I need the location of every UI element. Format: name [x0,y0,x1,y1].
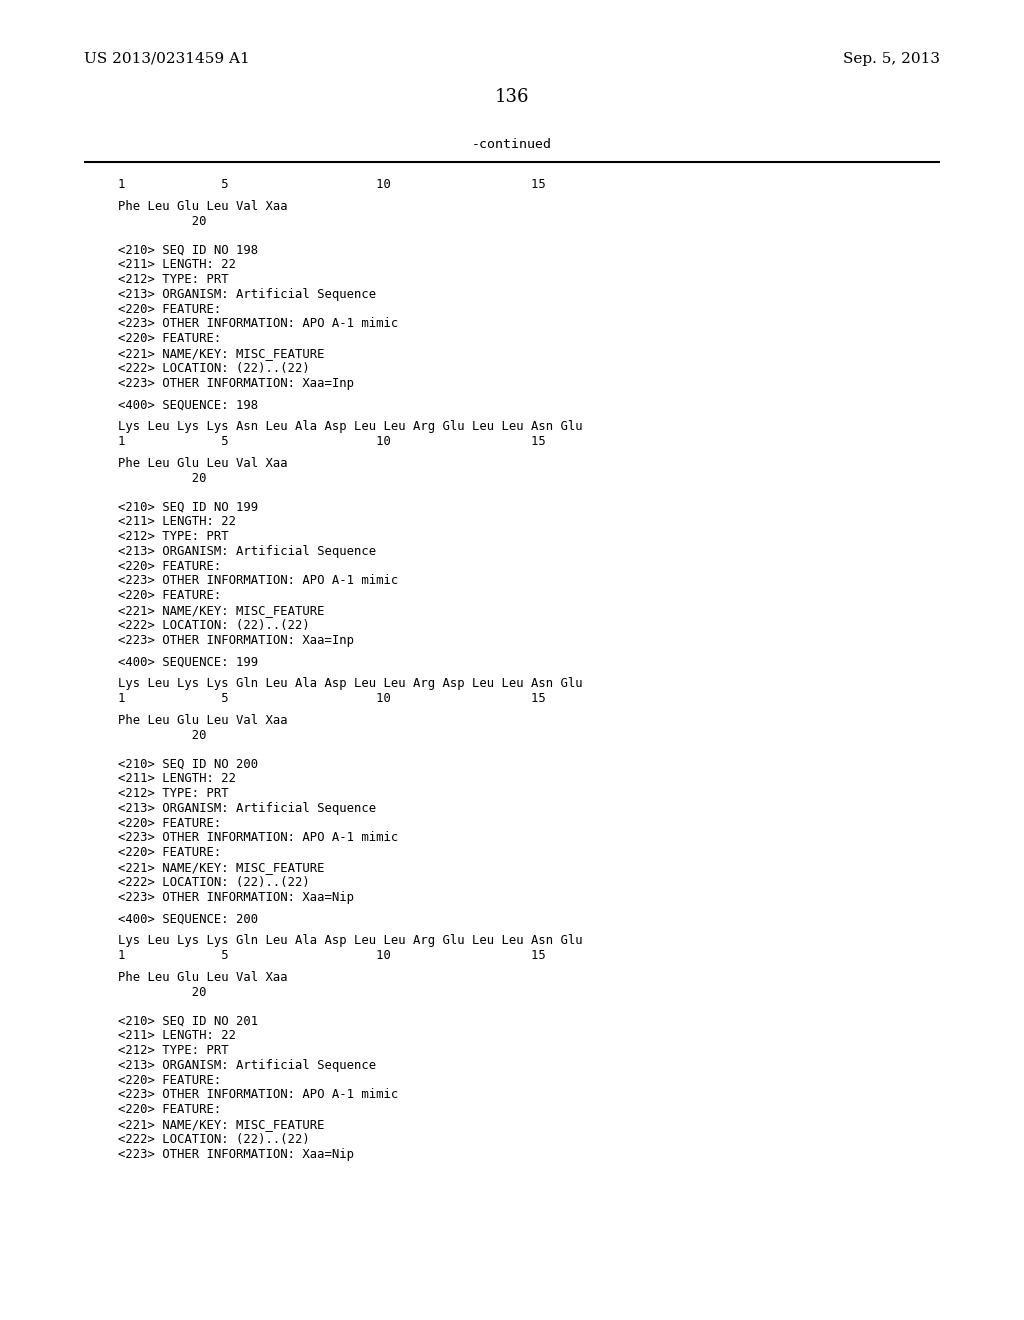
Text: <222> LOCATION: (22)..(22): <222> LOCATION: (22)..(22) [118,875,309,888]
Text: Phe Leu Glu Leu Val Xaa: Phe Leu Glu Leu Val Xaa [118,457,288,470]
Text: <211> LENGTH: 22: <211> LENGTH: 22 [118,772,236,785]
Text: <210> SEQ ID NO 199: <210> SEQ ID NO 199 [118,500,258,513]
Text: <210> SEQ ID NO 201: <210> SEQ ID NO 201 [118,1014,258,1027]
Text: <400> SEQUENCE: 200: <400> SEQUENCE: 200 [118,912,258,925]
Text: <212> TYPE: PRT: <212> TYPE: PRT [118,787,228,800]
Text: <221> NAME/KEY: MISC_FEATURE: <221> NAME/KEY: MISC_FEATURE [118,861,325,874]
Text: <213> ORGANISM: Artificial Sequence: <213> ORGANISM: Artificial Sequence [118,288,376,301]
Text: <222> LOCATION: (22)..(22): <222> LOCATION: (22)..(22) [118,619,309,632]
Text: Phe Leu Glu Leu Val Xaa: Phe Leu Glu Leu Val Xaa [118,714,288,727]
Text: <220> FEATURE:: <220> FEATURE: [118,1073,221,1086]
Text: -continued: -continued [472,139,552,150]
Text: 20: 20 [118,215,207,227]
Text: <221> NAME/KEY: MISC_FEATURE: <221> NAME/KEY: MISC_FEATURE [118,605,325,616]
Text: <220> FEATURE:: <220> FEATURE: [118,560,221,573]
Text: <213> ORGANISM: Artificial Sequence: <213> ORGANISM: Artificial Sequence [118,545,376,558]
Text: <211> LENGTH: 22: <211> LENGTH: 22 [118,515,236,528]
Text: 1             5                    10                   15: 1 5 10 15 [118,692,546,705]
Text: <212> TYPE: PRT: <212> TYPE: PRT [118,531,228,543]
Text: 20: 20 [118,471,207,484]
Text: <223> OTHER INFORMATION: APO A-1 mimic: <223> OTHER INFORMATION: APO A-1 mimic [118,574,398,587]
Text: <223> OTHER INFORMATION: Xaa=Inp: <223> OTHER INFORMATION: Xaa=Inp [118,634,354,647]
Text: <400> SEQUENCE: 199: <400> SEQUENCE: 199 [118,656,258,668]
Text: Lys Leu Lys Lys Asn Leu Ala Asp Leu Leu Arg Glu Leu Leu Asn Glu: Lys Leu Lys Lys Asn Leu Ala Asp Leu Leu … [118,420,583,433]
Text: <220> FEATURE:: <220> FEATURE: [118,589,221,602]
Text: <220> FEATURE:: <220> FEATURE: [118,817,221,829]
Text: Sep. 5, 2013: Sep. 5, 2013 [843,51,940,66]
Text: Lys Leu Lys Lys Gln Leu Ala Asp Leu Leu Arg Asp Leu Leu Asn Glu: Lys Leu Lys Lys Gln Leu Ala Asp Leu Leu … [118,677,583,690]
Text: <212> TYPE: PRT: <212> TYPE: PRT [118,1044,228,1057]
Text: <213> ORGANISM: Artificial Sequence: <213> ORGANISM: Artificial Sequence [118,1059,376,1072]
Text: <223> OTHER INFORMATION: Xaa=Inp: <223> OTHER INFORMATION: Xaa=Inp [118,376,354,389]
Text: <222> LOCATION: (22)..(22): <222> LOCATION: (22)..(22) [118,362,309,375]
Text: <210> SEQ ID NO 198: <210> SEQ ID NO 198 [118,243,258,256]
Text: 20: 20 [118,986,207,999]
Text: 1             5                    10                   15: 1 5 10 15 [118,949,546,962]
Text: 1             5                    10                   15: 1 5 10 15 [118,178,546,191]
Text: <223> OTHER INFORMATION: APO A-1 mimic: <223> OTHER INFORMATION: APO A-1 mimic [118,832,398,845]
Text: <223> OTHER INFORMATION: APO A-1 mimic: <223> OTHER INFORMATION: APO A-1 mimic [118,317,398,330]
Text: <223> OTHER INFORMATION: APO A-1 mimic: <223> OTHER INFORMATION: APO A-1 mimic [118,1089,398,1101]
Text: Phe Leu Glu Leu Val Xaa: Phe Leu Glu Leu Val Xaa [118,199,288,213]
Text: Phe Leu Glu Leu Val Xaa: Phe Leu Glu Leu Val Xaa [118,970,288,983]
Text: <213> ORGANISM: Artificial Sequence: <213> ORGANISM: Artificial Sequence [118,801,376,814]
Text: <212> TYPE: PRT: <212> TYPE: PRT [118,273,228,286]
Text: 136: 136 [495,88,529,106]
Text: <211> LENGTH: 22: <211> LENGTH: 22 [118,259,236,271]
Text: <220> FEATURE:: <220> FEATURE: [118,333,221,346]
Text: 20: 20 [118,729,207,742]
Text: <400> SEQUENCE: 198: <400> SEQUENCE: 198 [118,399,258,412]
Text: Lys Leu Lys Lys Gln Leu Ala Asp Leu Leu Arg Glu Leu Leu Asn Glu: Lys Leu Lys Lys Gln Leu Ala Asp Leu Leu … [118,935,583,948]
Text: <210> SEQ ID NO 200: <210> SEQ ID NO 200 [118,758,258,771]
Text: 1             5                    10                   15: 1 5 10 15 [118,436,546,447]
Text: <211> LENGTH: 22: <211> LENGTH: 22 [118,1030,236,1043]
Text: <223> OTHER INFORMATION: Xaa=Nip: <223> OTHER INFORMATION: Xaa=Nip [118,891,354,904]
Text: <220> FEATURE:: <220> FEATURE: [118,302,221,315]
Text: <223> OTHER INFORMATION: Xaa=Nip: <223> OTHER INFORMATION: Xaa=Nip [118,1147,354,1160]
Text: <220> FEATURE:: <220> FEATURE: [118,846,221,859]
Text: <220> FEATURE:: <220> FEATURE: [118,1104,221,1117]
Text: US 2013/0231459 A1: US 2013/0231459 A1 [84,51,250,66]
Text: <221> NAME/KEY: MISC_FEATURE: <221> NAME/KEY: MISC_FEATURE [118,1118,325,1131]
Text: <221> NAME/KEY: MISC_FEATURE: <221> NAME/KEY: MISC_FEATURE [118,347,325,360]
Text: <222> LOCATION: (22)..(22): <222> LOCATION: (22)..(22) [118,1133,309,1146]
